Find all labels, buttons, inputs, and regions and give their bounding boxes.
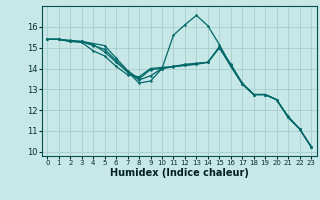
X-axis label: Humidex (Indice chaleur): Humidex (Indice chaleur) [110,168,249,178]
